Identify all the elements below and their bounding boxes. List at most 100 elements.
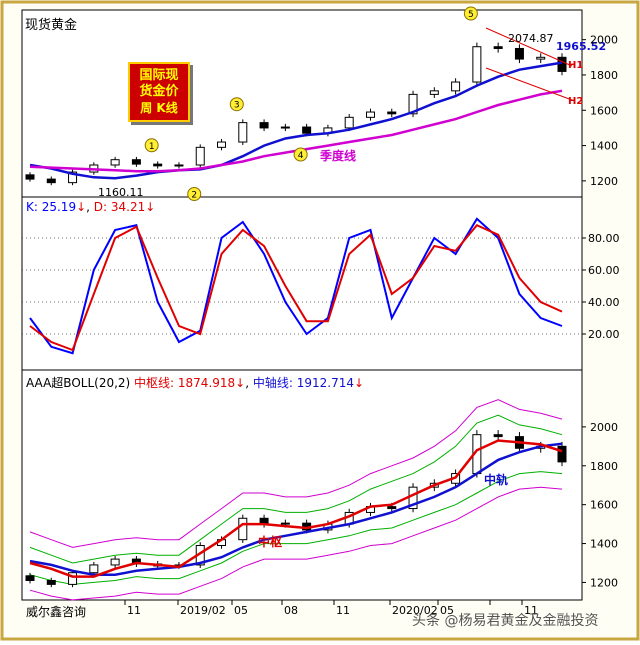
xtick-label: 2020/02 <box>392 604 438 617</box>
season-line-label: 季度线 <box>319 148 356 163</box>
h2-label: H2 <box>568 96 583 107</box>
period-badge: 国际现 货金价 周 K线 <box>128 62 190 122</box>
wave-marker <box>144 138 159 153</box>
high-price-label: 2074.87 <box>508 32 554 45</box>
d-line <box>29 223 563 352</box>
watermark: 头条 @杨易君黄金及金融投资 <box>412 613 599 629</box>
candle-body <box>110 159 120 166</box>
boll-mid-line <box>29 439 563 578</box>
wave-marker-label: 2 <box>191 190 197 200</box>
boll-panel: 中枢 中轨 <box>25 399 567 601</box>
wave-marker-label: 3 <box>234 101 240 111</box>
last-price-label: 1965.52 <box>556 40 606 53</box>
ma-blue-line <box>29 61 563 180</box>
xtick-label: 08 <box>284 604 298 617</box>
price-ytick-label: 2000 <box>590 34 618 47</box>
candle-body <box>153 163 163 167</box>
channel-h1 <box>485 27 573 67</box>
xtick-label: 11 <box>336 604 350 617</box>
wave-marker-label: 5 <box>468 10 474 20</box>
badge-line-3: 周 K线 <box>140 101 178 115</box>
wave-marker <box>229 97 244 112</box>
boll-candle-body <box>68 572 78 585</box>
k-line <box>29 217 563 355</box>
boll-name: AAA超BOLL(20,2) <box>26 376 131 390</box>
candle-body <box>217 141 227 148</box>
d-label: D: 34.21 <box>93 200 146 214</box>
boll-lower-outer-band <box>29 486 563 601</box>
wave-marker <box>187 186 202 201</box>
boll-ytick-label: 1600 <box>590 499 618 512</box>
chart-title: 现货黄金 <box>25 18 78 33</box>
boll-candle-body <box>110 558 120 566</box>
badge-line-1: 国际现 <box>139 68 179 83</box>
d-arrow: ↓ <box>145 200 156 214</box>
boll-axis-label: 中轴线: 1912.714 <box>252 376 354 390</box>
candle-body <box>344 116 354 129</box>
source-label: 威尔鑫咨询 <box>26 605 87 619</box>
low-price-label: 1160.11 <box>98 186 144 199</box>
boll-candle-body <box>493 434 503 438</box>
kd-legend: K: 25.19↓, D: 34.21↓ <box>26 200 156 214</box>
candle-body <box>429 90 439 95</box>
candle-body <box>46 178 56 184</box>
boll-ytick-label: 1800 <box>590 460 618 473</box>
boll-candle-body <box>238 517 248 541</box>
kd-ytick-label: 20.00 <box>588 328 620 341</box>
k-arrow: ↓ <box>76 200 87 214</box>
xtick-label: 05 <box>234 604 248 617</box>
kd-ytick-label: 40.00 <box>588 296 620 309</box>
price-ytick-label: 1800 <box>590 69 618 82</box>
boll-axis-line <box>29 442 563 576</box>
price-ytick-label: 1200 <box>590 175 618 188</box>
candle-body <box>557 56 567 72</box>
candle-body <box>195 146 205 166</box>
boll-mid-arrow: ↓ <box>235 376 246 390</box>
wave-marker <box>463 6 478 21</box>
candle-body <box>408 93 418 115</box>
candle-body <box>365 111 375 118</box>
badge-line-2: 货金价 <box>139 84 179 99</box>
wave-marker <box>293 147 308 162</box>
candle-body <box>259 122 269 129</box>
boll-lower-band <box>29 471 563 585</box>
channel-h2 <box>485 67 573 101</box>
boll-candle-body <box>387 506 397 510</box>
candle-body <box>25 174 35 180</box>
boll-upper-outer-band <box>29 399 563 548</box>
plot-frame <box>21 9 583 601</box>
boll-upper-band <box>29 414 563 564</box>
boll-legend: AAA超BOLL(20,2) 中枢线: 1874.918↓, 中轴线: 1912… <box>26 376 365 390</box>
candle-body <box>174 164 184 167</box>
price-ytick-label: 1400 <box>590 140 618 153</box>
boll-ytick-label: 1400 <box>590 538 618 551</box>
boll-ytick-label: 2000 <box>590 421 618 434</box>
kd-ytick-label: 60.00 <box>588 264 620 277</box>
kd-ytick-label: 80.00 <box>588 232 620 245</box>
zhongshu-annotation: 中枢 <box>258 534 282 549</box>
boll-mid-label: 中枢线: 1874.918 <box>134 376 236 390</box>
kd-panel <box>22 217 582 355</box>
candle-body <box>280 126 290 129</box>
zhonggui-annotation: 中轨 <box>484 472 508 487</box>
wave-marker-label: 1 <box>149 142 155 152</box>
candle-body <box>387 111 397 115</box>
xtick-label: 05 <box>440 604 454 617</box>
price-ytick-label: 1600 <box>590 104 618 117</box>
candle-body <box>451 81 461 92</box>
xtick-label: 2019/02 <box>180 604 226 617</box>
boll-ytick-label: 1200 <box>590 576 618 589</box>
candle-body <box>68 171 78 184</box>
boll-candle-body <box>89 564 99 574</box>
xtick-label: 11 <box>127 604 141 617</box>
candle-body <box>131 159 141 165</box>
xtick-label: 11 <box>524 604 538 617</box>
boll-candle-body <box>280 522 290 525</box>
candle-body <box>472 46 482 83</box>
candle-body <box>536 56 546 60</box>
k-label: K: 25.19 <box>26 200 77 214</box>
boll-candle-body <box>46 580 56 585</box>
